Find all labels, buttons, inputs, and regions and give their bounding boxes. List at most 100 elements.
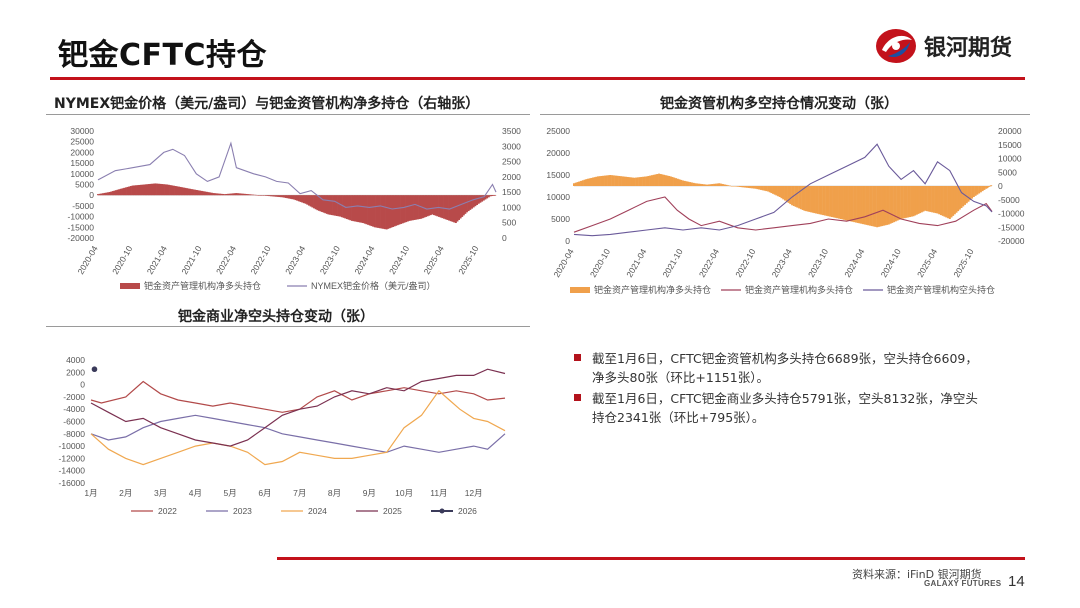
y-left-tick-label: 10000 <box>546 192 570 202</box>
x-tick-label: 7月 <box>293 488 306 498</box>
x-tick-label: 12月 <box>465 488 483 498</box>
net-position-bar <box>415 195 418 220</box>
net-position-bar <box>900 186 903 219</box>
net-position-bar <box>640 176 643 186</box>
x-tick-label: 2025-10 <box>456 244 480 276</box>
y-right-tick-label: 1000 <box>502 202 521 212</box>
net-position-bar <box>171 185 174 196</box>
net-position-bar <box>784 186 787 201</box>
net-position-bar <box>421 195 424 219</box>
net-position-bar <box>448 195 451 221</box>
brand-logo: 银河期货 <box>874 26 1012 66</box>
net-position-bar <box>863 186 866 225</box>
net-position-bar <box>976 186 979 195</box>
y-tick-label: -12000 <box>59 453 86 463</box>
x-tick-label: 1月 <box>84 488 97 498</box>
net-position-bar <box>919 186 922 214</box>
net-position-bar <box>983 186 986 190</box>
net-position-bar <box>718 183 721 186</box>
net-position-bar <box>451 195 454 222</box>
net-position-bar <box>914 186 917 216</box>
y-left-tick-label: -10000 <box>68 212 95 222</box>
net-position-bar <box>486 195 489 199</box>
net-position-bar <box>823 186 826 216</box>
net-position-bar <box>103 192 106 196</box>
net-position-bar <box>393 195 396 227</box>
net-position-bar <box>903 186 906 219</box>
net-position-bar <box>706 184 709 186</box>
net-position-bar <box>357 195 360 223</box>
net-position-bar <box>362 195 365 224</box>
net-position-bar <box>360 195 363 223</box>
net-position-bar <box>948 186 951 219</box>
net-position-bar <box>576 182 579 186</box>
net-position-bar <box>682 180 685 186</box>
net-position-bar <box>431 195 434 215</box>
net-position-bar <box>659 174 662 186</box>
chart-left-top: 300002500020000150001000050000-5000-1000… <box>68 126 522 291</box>
net-position-bar <box>396 195 399 226</box>
net-position-bar <box>635 177 638 186</box>
net-position-bar <box>217 193 220 196</box>
net-position-bar <box>247 194 250 196</box>
net-position-bar <box>989 185 992 187</box>
net-position-bar <box>313 195 316 209</box>
net-position-bar <box>827 186 830 217</box>
net-position-bar <box>889 186 892 224</box>
net-position-bar <box>327 195 330 215</box>
y-right-tick-label: 500 <box>502 218 516 228</box>
net-position-bar <box>955 186 958 213</box>
net-position-bar <box>400 195 403 224</box>
net-position-bar <box>725 184 728 186</box>
net-position-bar <box>268 195 271 197</box>
net-position-bar <box>131 185 134 196</box>
net-position-bar <box>683 180 686 186</box>
x-tick-label: 2021-04 <box>145 244 169 276</box>
net-position-bar <box>368 195 371 226</box>
net-position-bar <box>934 186 937 214</box>
x-tick-label: 2025-04 <box>915 247 939 279</box>
net-position-bar <box>912 186 915 217</box>
net-position-bar <box>141 184 144 196</box>
net-position-bar <box>172 185 175 196</box>
x-tick-label: 2021-04 <box>624 247 648 279</box>
net-position-bar <box>151 183 154 196</box>
net-position-bar <box>905 186 908 218</box>
net-position-bar <box>105 192 108 196</box>
y-left-tick-label: 15000 <box>546 170 570 180</box>
net-position-bar <box>772 186 775 194</box>
net-position-bar <box>339 195 342 217</box>
net-position-bar <box>690 182 693 186</box>
net-position-bar <box>261 195 264 196</box>
net-position-bar <box>825 186 828 216</box>
net-position-bar <box>836 186 839 219</box>
series-line <box>90 380 506 413</box>
net-position-bar <box>129 186 132 196</box>
net-position-bar <box>405 195 408 223</box>
net-position-bar <box>329 195 332 215</box>
net-position-bar <box>220 193 223 196</box>
net-position-bar <box>210 192 213 196</box>
net-position-bar <box>925 186 928 212</box>
net-position-bar <box>770 186 773 194</box>
net-position-bar <box>164 184 167 196</box>
y-left-tick-label: 10000 <box>70 169 94 179</box>
brand-english: GALAXY FUTURES <box>924 579 1002 588</box>
net-position-bar <box>796 186 799 208</box>
net-position-bar <box>461 195 464 217</box>
net-position-bar <box>395 195 398 226</box>
net-position-bar <box>829 186 832 217</box>
y-right-tick-label: 20000 <box>998 126 1022 136</box>
net-position-bar <box>848 186 851 221</box>
net-position-bar <box>789 186 792 205</box>
net-position-bar <box>834 186 837 218</box>
net-position-bar <box>391 195 394 227</box>
net-position-bar <box>709 184 712 186</box>
net-position-bar <box>805 186 808 212</box>
net-position-bar <box>669 176 672 186</box>
chart-right-top: 25000 20000 15000 10000 5000 0 20000 15000 10000… <box>546 126 1024 295</box>
net-position-bar <box>716 183 719 186</box>
net-position-bar <box>304 195 307 204</box>
net-position-bar <box>869 186 872 226</box>
net-position-bar <box>222 193 225 196</box>
